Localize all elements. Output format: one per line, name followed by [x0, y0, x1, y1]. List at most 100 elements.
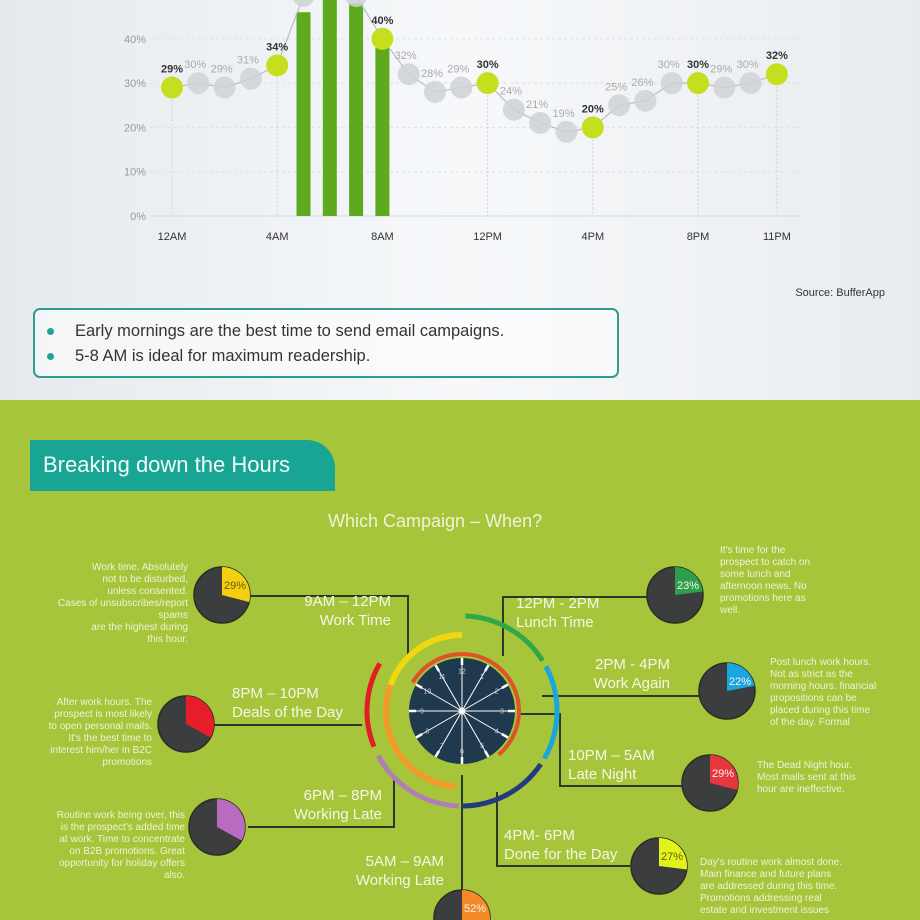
segment-time: 9AM – 12PM — [304, 593, 391, 610]
data-label: 30% — [184, 59, 206, 71]
bullet-icon — [47, 353, 54, 360]
data-point-3AM — [239, 67, 262, 90]
takeaway-text: 5-8 AM is ideal for maximum readership. — [75, 347, 371, 365]
data-label: 32% — [395, 50, 417, 62]
segment-desc: Day's routine work almost done. Main fin… — [700, 857, 842, 916]
takeaway-item: 5-8 AM is ideal for maximum readership. — [47, 344, 504, 369]
data-label: 24% — [500, 86, 522, 98]
clock-center — [458, 707, 466, 715]
data-label: 40% — [371, 15, 393, 27]
pie-slice — [710, 755, 738, 790]
segment-time: 4PM- 6PM — [504, 827, 575, 844]
data-point-12AM — [161, 76, 183, 99]
connector-late-night — [518, 713, 682, 787]
data-label: 30% — [737, 59, 759, 71]
data-label: 30% — [687, 59, 709, 71]
data-label: 34% — [266, 41, 288, 53]
arc-working-late-morning — [383, 683, 456, 790]
data-point-6PM — [634, 89, 657, 112]
x-tick-label: 4AM — [266, 231, 289, 243]
arc-done — [461, 762, 543, 809]
segment-name: Lunch Time — [516, 614, 594, 631]
readership-chart: 0% 10% 20% 30% 40% 50% 12AM 4AM 8AM 12PM 4PM 8PM 11P… — [124, 0, 800, 243]
clock-number: 8 — [425, 729, 429, 736]
source-note: Source: BufferApp — [795, 287, 885, 299]
data-point-5PM — [608, 94, 631, 117]
data-point-7AM — [345, 0, 367, 7]
takeaway-box: Early mornings are the best time to send… — [33, 308, 619, 378]
pie-percent-label: 29% — [712, 768, 734, 780]
data-point-8AM — [371, 27, 394, 50]
clock-hand — [437, 669, 463, 712]
pie-percent-label: 22% — [729, 676, 751, 688]
data-point-11AM — [450, 76, 473, 99]
data-label: 28% — [421, 68, 443, 80]
segment-name: Done for the Day — [504, 846, 618, 863]
y-tick-label: 20% — [124, 122, 146, 134]
x-tick-label: 8AM — [371, 231, 394, 243]
data-label: 19% — [552, 108, 574, 120]
segment-label-deals: 8PM – 10PM Deals of the Day — [232, 684, 343, 722]
connector-working-late-evening — [248, 775, 395, 828]
clock-tick — [434, 750, 441, 758]
y-tick-label: 30% — [124, 78, 146, 90]
arc-deals — [364, 662, 382, 748]
segment-time: 5AM – 9AM — [365, 853, 444, 870]
segment-name: Working Late — [355, 872, 444, 889]
data-label: 29% — [710, 64, 732, 76]
data-point-8PM — [687, 72, 709, 95]
arc-work-time — [385, 632, 463, 693]
segment-desc: The Dead Night hour. Most mails sent at … — [757, 760, 856, 795]
clock-number: 5 — [480, 743, 484, 750]
data-label: 32% — [766, 50, 788, 62]
bullet-icon — [47, 328, 54, 335]
segment-name: Work Again — [593, 675, 670, 692]
bar-7AM — [349, 3, 364, 216]
pie-slice — [222, 567, 250, 602]
segment-time: 10PM – 5AM — [568, 747, 655, 764]
segment-desc: Post lunch work hours. Not as strict as … — [770, 657, 877, 728]
segment-time: 8PM – 10PM — [232, 685, 319, 702]
segment-time: 2PM - 4PM — [594, 656, 670, 673]
data-label: 25% — [605, 81, 627, 93]
segment-name: Late Night — [568, 766, 637, 783]
segment-name: Deals of the Day — [232, 704, 343, 721]
clock-tick — [501, 732, 509, 739]
x-tick-label: 4PM — [581, 231, 604, 243]
data-label: 29% — [211, 64, 233, 76]
pie-slice — [461, 890, 490, 920]
connector-lunch — [502, 596, 648, 656]
data-label: 21% — [526, 99, 548, 111]
clock-hand — [437, 710, 463, 753]
data-point-5AM — [293, 0, 314, 7]
pie-slice — [675, 567, 703, 595]
clock-hand — [461, 710, 487, 753]
segment-desc: Routine work being over, this is the pro… — [56, 810, 185, 881]
bar-5AM — [296, 12, 311, 216]
segment-label-late-night: 10PM – 5AM Late Night — [568, 746, 655, 784]
segment-label-working-late-morning: 5AM – 9AM Working Late — [356, 852, 444, 890]
x-tick-label: 11PM — [763, 231, 791, 243]
clock-number: 9 — [420, 709, 424, 716]
segment-time: 12PM - 2PM — [516, 595, 600, 612]
data-point-3PM — [555, 120, 578, 143]
clock-tick — [434, 664, 441, 672]
section-title-tab: Breaking down the Hours — [30, 440, 335, 491]
y-tick-label: 40% — [124, 34, 146, 46]
data-point-1AM — [187, 72, 210, 95]
data-label: 26% — [631, 77, 653, 89]
segment-label-lunch: 12PM - 2PM Lunch Time — [516, 594, 599, 632]
data-label: 30% — [477, 59, 499, 71]
connector-work-time — [250, 595, 409, 656]
arc-lunch — [465, 613, 545, 662]
bar-6AM — [322, 0, 337, 217]
takeaway-text: Early mornings are the best time to send… — [75, 322, 505, 340]
clock-tick — [483, 750, 490, 758]
pie-percent-label: 29% — [224, 580, 246, 592]
chart-section: 0% 10% 20% 30% 40% 50% 12AM 4AM 8AM 12PM 4PM 8PM 11P… — [0, 0, 920, 400]
data-point-12PM — [476, 72, 499, 95]
clock-hand — [461, 686, 504, 712]
segment-name: Working Late — [293, 806, 382, 823]
x-tick-label: 12AM — [158, 231, 187, 243]
